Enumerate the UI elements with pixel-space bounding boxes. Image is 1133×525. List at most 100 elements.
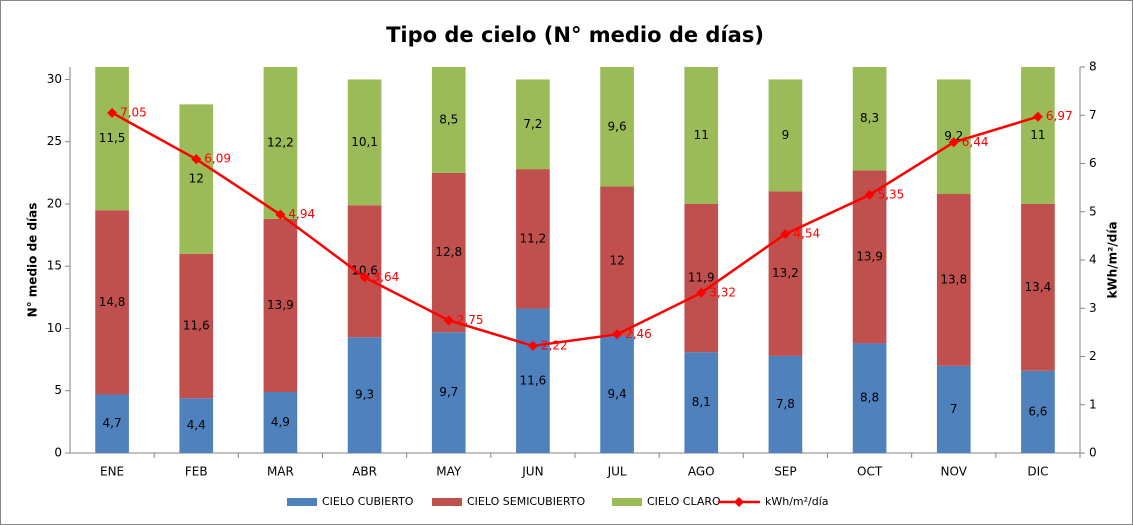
bar-segment bbox=[684, 352, 719, 453]
bar-value-label: 11 bbox=[694, 128, 709, 142]
bar-segment bbox=[852, 67, 887, 171]
bar-value-label: 10,1 bbox=[351, 135, 378, 149]
bar-segment bbox=[936, 194, 971, 366]
bar-segment bbox=[936, 365, 971, 453]
bar-segment bbox=[600, 67, 634, 187]
bar-segment bbox=[95, 210, 129, 395]
bar-segment bbox=[179, 104, 214, 254]
line-marker bbox=[948, 137, 959, 148]
line-marker bbox=[443, 315, 454, 326]
bar-segment bbox=[263, 67, 298, 219]
bar-value-label: 12 bbox=[609, 254, 624, 268]
bar-segment bbox=[347, 337, 382, 453]
line-value-label: 2,75 bbox=[457, 313, 484, 327]
x-tick-label: ENE bbox=[100, 465, 124, 479]
bar-segment bbox=[768, 79, 803, 192]
bar-value-label: 12 bbox=[189, 172, 204, 186]
bar-segment bbox=[516, 169, 550, 309]
bar-value-label: 11,5 bbox=[99, 131, 126, 145]
line-value-label: 3,32 bbox=[709, 285, 736, 299]
bar-value-label: 11 bbox=[1030, 128, 1045, 142]
bar-value-label: 9,3 bbox=[355, 388, 374, 402]
legend-swatch bbox=[287, 498, 317, 506]
x-tick-label: MAR bbox=[267, 465, 294, 479]
x-tick-label: JUN bbox=[521, 465, 543, 479]
bar-segment bbox=[684, 203, 719, 353]
line-value-label: 6,09 bbox=[204, 152, 231, 166]
x-tick-label: MAY bbox=[436, 465, 462, 479]
bar-segment bbox=[179, 253, 214, 399]
bar-segment bbox=[347, 205, 382, 338]
y2-tick-label: 4 bbox=[1089, 253, 1097, 267]
line-marker bbox=[612, 329, 623, 340]
y-tick-label: 20 bbox=[47, 196, 62, 210]
x-tick-label: ABR bbox=[352, 465, 377, 479]
bar-segment bbox=[684, 67, 719, 204]
bar-segment bbox=[768, 355, 803, 453]
bar-value-label: 13,9 bbox=[267, 298, 294, 312]
y-tick-label: 30 bbox=[47, 72, 62, 86]
y-tick-label: 25 bbox=[47, 134, 62, 148]
y-tick-label: 0 bbox=[54, 446, 62, 460]
x-tick-label: DIC bbox=[1027, 465, 1048, 479]
bar-segment bbox=[347, 79, 382, 206]
bar-segment bbox=[852, 343, 887, 453]
y-tick-label: 5 bbox=[54, 383, 62, 397]
bar-value-label: 7,2 bbox=[523, 117, 542, 131]
bar-value-label: 7 bbox=[950, 402, 958, 416]
bar-value-label: 13,2 bbox=[772, 266, 799, 280]
y2-tick-label: 7 bbox=[1089, 108, 1097, 122]
line-marker bbox=[696, 287, 707, 298]
line-marker bbox=[275, 209, 286, 220]
line-marker bbox=[780, 228, 791, 239]
legend-label: CIELO CUBIERTO bbox=[322, 495, 414, 508]
bar-segment bbox=[516, 79, 550, 170]
bar-value-label: 14,8 bbox=[99, 295, 126, 309]
x-tick-label: NOV bbox=[941, 465, 968, 479]
line-value-label: 7,05 bbox=[120, 105, 147, 119]
line-value-label: 3,64 bbox=[373, 270, 400, 284]
bar-value-label: 6,6 bbox=[1028, 404, 1047, 418]
bar-segment bbox=[95, 394, 129, 453]
x-tick-label: SEP bbox=[774, 465, 796, 479]
bar-value-label: 9 bbox=[782, 128, 790, 142]
bar-segment bbox=[768, 191, 803, 356]
bar-segment bbox=[1021, 203, 1055, 371]
line-value-label: 5,35 bbox=[878, 187, 905, 201]
bar-value-label: 7,8 bbox=[776, 397, 795, 411]
bar-value-label: 11,6 bbox=[520, 373, 547, 387]
bar-value-label: 13,8 bbox=[940, 272, 967, 286]
bar-value-label: 9,7 bbox=[439, 385, 458, 399]
x-tick-label: OCT bbox=[857, 465, 883, 479]
y2-tick-label: 8 bbox=[1089, 60, 1097, 74]
y-tick-label: 10 bbox=[47, 321, 62, 335]
line-value-label: 6,44 bbox=[962, 135, 989, 149]
line-marker bbox=[107, 107, 118, 118]
bar-value-label: 8,5 bbox=[439, 112, 458, 126]
bar-value-label: 11,9 bbox=[688, 271, 715, 285]
bar-segment bbox=[516, 308, 550, 453]
bar-segment bbox=[600, 335, 634, 453]
bar-segment bbox=[1021, 370, 1055, 453]
bar-segment bbox=[95, 67, 129, 211]
bar-segment bbox=[936, 79, 971, 195]
bar-segment bbox=[431, 172, 466, 333]
bar-value-label: 9,6 bbox=[608, 119, 627, 133]
bar-segment bbox=[600, 186, 634, 336]
bar-value-label: 8,3 bbox=[860, 111, 879, 125]
bar-value-label: 12,8 bbox=[435, 245, 462, 259]
bar-value-label: 12,2 bbox=[267, 135, 294, 149]
legend-marker bbox=[734, 497, 744, 507]
line-marker bbox=[1032, 111, 1043, 122]
legend-label: CIELO CLARO bbox=[647, 495, 721, 508]
chart-title: Tipo de cielo (N° medio de días) bbox=[386, 23, 764, 47]
y-tick-label: 15 bbox=[47, 259, 62, 273]
line-value-label: 2,46 bbox=[625, 327, 652, 341]
legend-swatch bbox=[612, 498, 642, 506]
bar-value-label: 4,9 bbox=[271, 415, 290, 429]
line-value-label: 4,54 bbox=[793, 226, 820, 240]
y-axis-label: N° medio de días bbox=[26, 203, 40, 318]
line-value-label: 2,22 bbox=[541, 338, 568, 352]
bar-segment bbox=[263, 218, 298, 392]
